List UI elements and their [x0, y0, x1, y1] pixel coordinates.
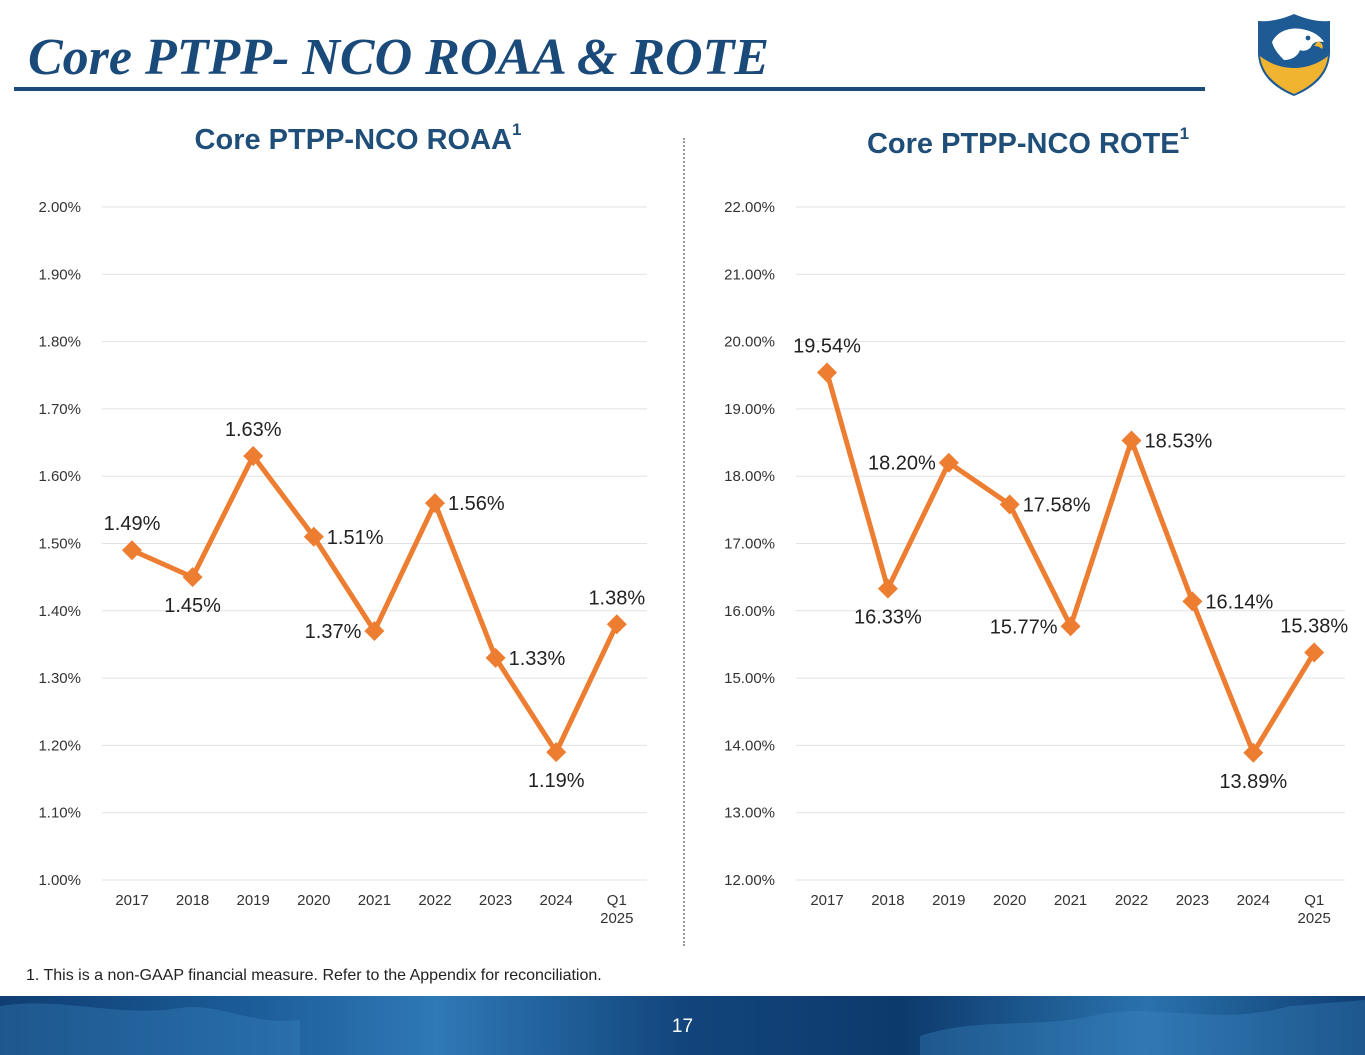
rote-data-label: 18.20%: [868, 453, 936, 475]
roaa-data-label: 1.33%: [509, 648, 566, 670]
roaa-y-tick-label: 1.50%: [38, 536, 81, 553]
rote-x-tick-label: Q1 2025: [1298, 892, 1331, 927]
rote-y-tick-label: 20.00%: [724, 334, 775, 351]
rote-data-label: 19.54%: [793, 336, 861, 358]
rote-x-tick-label: 2020: [993, 892, 1026, 909]
rote-x-tick-label: 2018: [871, 892, 904, 909]
roaa-y-tick-label: 1.80%: [38, 334, 81, 351]
rote-data-label: 16.33%: [854, 607, 922, 629]
rote-data-point: [999, 494, 1020, 515]
page-title: Core PTPP- NCO ROAA & ROTE: [28, 29, 770, 86]
roaa-data-label: 1.63%: [225, 419, 282, 441]
rote-y-tick-label: 22.00%: [724, 199, 775, 216]
roaa-y-tick-label: 1.30%: [38, 670, 81, 687]
roaa-data-point: [606, 614, 627, 635]
rote-data-label: 13.89%: [1219, 771, 1287, 793]
roaa-data-point: [303, 526, 324, 547]
rote-series-line: [824, 371, 1317, 756]
roaa-x-tick-label: 2023: [479, 892, 512, 909]
roaa-x-tick-label: 2019: [237, 892, 270, 909]
rote-data-point: [1182, 591, 1203, 612]
rote-y-tick-label: 21.00%: [724, 266, 775, 283]
roaa-data-point: [364, 620, 385, 641]
footer-band: [0, 996, 1365, 1055]
roaa-data-label: 1.56%: [448, 493, 505, 515]
roaa-data-point: [546, 742, 567, 763]
roaa-data-point: [182, 567, 203, 588]
rote-data-point: [1304, 642, 1325, 663]
rote-data-label: 16.14%: [1205, 591, 1273, 613]
roaa-y-tick-label: 1.20%: [38, 737, 81, 754]
rote-chart-title-text: Core PTPP-NCO ROTE: [866, 128, 1180, 160]
title-underline: [14, 87, 1205, 91]
rote-data-point: [938, 452, 959, 473]
rote-y-tick-label: 19.00%: [724, 401, 775, 418]
roaa-x-tick-label: 2022: [418, 892, 451, 909]
rote-x-tick-label: 2019: [932, 892, 965, 909]
roaa-x-tick-label: 2018: [176, 892, 209, 909]
rote-y-tick-label: 17.00%: [724, 536, 775, 553]
rote-title-footnote-marker: 1: [1179, 124, 1190, 143]
rote-y-tick-label: 15.00%: [724, 670, 775, 687]
rote-y-tick-label: 16.00%: [724, 603, 775, 620]
rote-data-label: 15.38%: [1280, 616, 1348, 638]
roaa-y-tick-label: 1.00%: [38, 872, 81, 889]
chart-divider: [683, 138, 685, 946]
rote-x-tick-label: 2024: [1237, 892, 1270, 909]
roaa-data-point: [243, 446, 264, 467]
rote-x-tick-label: 2021: [1054, 892, 1087, 909]
roaa-data-point: [122, 540, 142, 561]
roaa-y-tick-label: 1.70%: [38, 401, 81, 418]
rote-y-tick-label: 13.00%: [724, 805, 775, 822]
roaa-y-tick-label: 1.40%: [38, 603, 81, 620]
rote-data-point: [817, 362, 837, 383]
roaa-y-tick-label: 1.90%: [38, 266, 81, 283]
roaa-line-chart: 1.00% 1.10% 1.20% 1.30% 1.40% 1.50% 1.60% 1.70%…: [38, 199, 647, 927]
roaa-y-tick-label: 1.10%: [38, 805, 81, 822]
roaa-y-tick-label: 2.00%: [38, 199, 81, 216]
roaa-x-tick-label: 2024: [540, 892, 573, 909]
rote-x-tick-label: 2023: [1176, 892, 1209, 909]
rote-x-tick-label: 2017: [810, 892, 843, 909]
roaa-data-label: 1.51%: [327, 527, 384, 549]
roaa-data-label: 1.37%: [305, 621, 362, 643]
eagle-shield-icon: [1258, 14, 1330, 96]
roaa-x-tick-label: 2020: [297, 892, 330, 909]
roaa-x-tick-label: 2017: [115, 892, 148, 909]
rote-chart-title: Core PTPP-NCO ROTE1: [768, 124, 1288, 161]
roaa-data-point: [425, 493, 445, 514]
rote-data-point: [1243, 742, 1264, 763]
rote-data-label: 17.58%: [1023, 494, 1091, 516]
rote-y-tick-label: 12.00%: [724, 872, 775, 889]
roaa-data-label: 1.49%: [104, 513, 161, 535]
rote-data-point: [1121, 430, 1142, 451]
page-number: 17: [671, 1016, 694, 1037]
roaa-data-point: [485, 647, 506, 668]
rote-line-chart: 12.00% 13.00% 14.00% 15.00% 16.00% 17.00% 18.0…: [724, 199, 1348, 927]
roaa-x-tick-label: Q1 2025: [600, 892, 633, 927]
roaa-chart-title-text: Core PTPP-NCO ROAA: [194, 124, 512, 156]
roaa-title-footnote-marker: 1: [511, 120, 522, 139]
world-map-decoration: [0, 1000, 1365, 1055]
rote-y-tick-label: 18.00%: [724, 468, 775, 485]
rote-data-point: [877, 578, 898, 599]
rote-data-point: [1060, 616, 1081, 637]
roaa-y-tick-label: 1.60%: [38, 468, 81, 485]
roaa-data-label: 1.38%: [588, 587, 645, 609]
roaa-data-label: 1.19%: [528, 770, 585, 792]
footnote: 1. This is a non-GAAP financial measure.…: [26, 967, 602, 984]
rote-x-tick-label: 2022: [1115, 892, 1148, 909]
roaa-data-label: 1.45%: [164, 595, 221, 617]
rote-data-label: 18.53%: [1145, 431, 1213, 453]
rote-data-label: 15.77%: [990, 616, 1058, 638]
roaa-x-tick-label: 2021: [358, 892, 391, 909]
rote-y-tick-label: 14.00%: [724, 737, 775, 754]
roaa-chart-title: Core PTPP-NCO ROAA1: [98, 120, 618, 157]
